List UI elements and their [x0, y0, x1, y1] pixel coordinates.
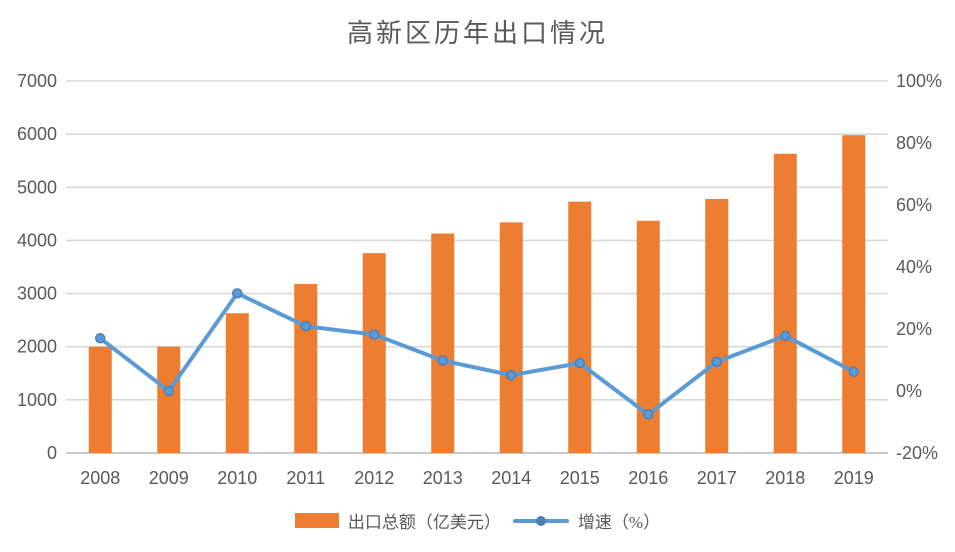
legend: 出口总额（亿美元） 增速（%）	[0, 508, 955, 533]
legend-label-exports: 出口总额（亿美元）	[347, 513, 501, 532]
growth-line	[98, 291, 856, 417]
y-left-tick-label: 4000	[17, 230, 57, 250]
bar-2016	[636, 220, 660, 453]
legend-label-growth: 增速（%）	[577, 513, 661, 532]
legend-item-exports: 出口总额（亿美元）	[294, 508, 501, 533]
bar-2019	[842, 135, 866, 453]
marker-2019	[848, 366, 859, 378]
marker-2011	[300, 320, 311, 332]
marker-2014	[506, 369, 517, 381]
marker-2013	[437, 355, 448, 366]
bar-2012	[362, 253, 386, 453]
x-tick-label: 2009	[149, 468, 189, 488]
marker-2009	[163, 385, 174, 397]
bar-2011	[294, 284, 318, 453]
y-right-tick-label: 100%	[896, 71, 942, 91]
y-left-tick-label: 0	[47, 443, 57, 463]
marker-2018	[780, 330, 791, 342]
y-right-tick-label: 40%	[896, 257, 932, 277]
chart-title: 高新区历年出口情况	[346, 19, 608, 48]
x-tick-label: 2008	[80, 468, 120, 488]
x-tick-label: 2015	[560, 468, 600, 488]
legend-item-growth: 增速（%）	[512, 508, 661, 533]
y-left-tick-label: 1000	[17, 390, 57, 410]
x-tick-label: 2012	[354, 468, 394, 488]
x-tick-label: 2019	[834, 468, 874, 488]
y-right-tick-label: 20%	[896, 319, 932, 339]
bar-2017	[705, 198, 729, 453]
line-series-swatch-icon	[512, 515, 569, 526]
y-left-tick-label: 3000	[17, 284, 57, 304]
marker-2008	[95, 333, 106, 344]
bar-2014	[499, 222, 523, 453]
x-tick-label: 2010	[217, 468, 257, 488]
y-left-tick-label: 6000	[17, 124, 57, 144]
marker-2016	[643, 409, 654, 420]
marker-2015	[574, 357, 585, 369]
y-right-tick-label: 0%	[896, 381, 922, 401]
x-tick-label: 2011	[286, 468, 325, 488]
x-tick-label: 2014	[491, 468, 531, 488]
y-left-tick-label: 2000	[17, 337, 57, 357]
y-left-tick-label: 7000	[17, 71, 57, 91]
y-left-tick-label: 5000	[17, 177, 57, 197]
bar-2018	[773, 153, 797, 453]
bar-2008	[88, 346, 112, 453]
marker-2012	[369, 329, 380, 340]
bar-2015	[568, 201, 592, 453]
line-sample-marker-icon	[535, 515, 546, 526]
bar-2009	[157, 346, 181, 453]
x-tick-label: 2013	[423, 468, 463, 488]
y-right-tick-label: 80%	[896, 133, 932, 153]
y-right-tick-label: -20%	[896, 443, 938, 463]
marker-2010	[232, 288, 243, 299]
y-right-tick-label: 60%	[896, 195, 932, 215]
bar-2010	[225, 313, 249, 453]
bar-series-swatch-icon	[294, 513, 339, 528]
x-tick-label: 2018	[765, 468, 805, 488]
x-tick-label: 2017	[697, 468, 737, 488]
marker-2017	[711, 356, 722, 368]
bar-2013	[431, 233, 455, 453]
x-tick-label: 2016	[628, 468, 668, 488]
